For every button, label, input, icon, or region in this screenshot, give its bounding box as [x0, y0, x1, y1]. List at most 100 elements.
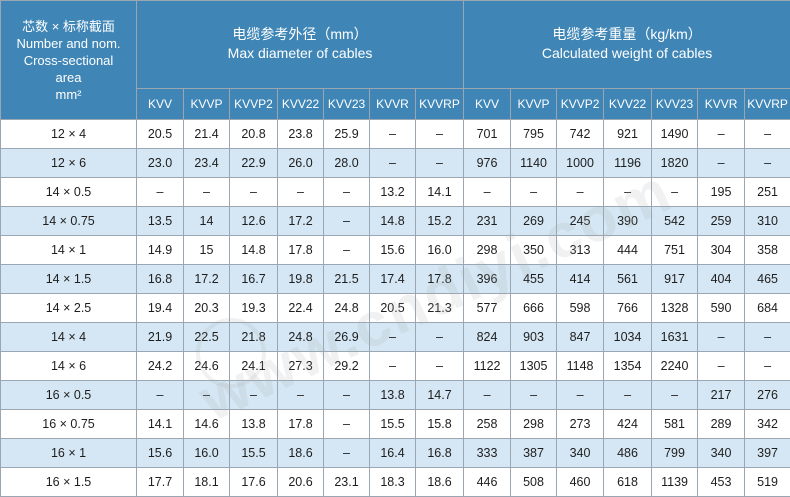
weight-cell: 455 [511, 265, 557, 294]
diameter-cell: 17.6 [230, 468, 278, 497]
diameter-cell: 19.3 [230, 294, 278, 323]
weight-cell: – [464, 178, 511, 207]
diameter-cell: 22.9 [230, 149, 278, 178]
weight-group-header: 电缆参考重量（kg/km） Calculated weight of cable… [464, 1, 790, 89]
diameter-cell: – [137, 178, 184, 207]
diameter-cell: – [324, 381, 370, 410]
diameter-cell: – [416, 120, 464, 149]
corner-line-en1: Number and nom. [1, 35, 136, 52]
diameter-col-kvvrp: KVVRP [416, 88, 464, 119]
weight-cell: 581 [652, 410, 698, 439]
diameter-cell: 16.8 [416, 439, 464, 468]
diameter-cell: 15.6 [370, 236, 416, 265]
weight-cell: 2240 [652, 352, 698, 381]
diameter-col-kvv22: KVV22 [278, 88, 324, 119]
diameter-cell: 15.6 [137, 439, 184, 468]
weight-cell: – [745, 120, 790, 149]
diameter-cell: 14.1 [137, 410, 184, 439]
weight-cell: 824 [464, 323, 511, 352]
diameter-cell: – [416, 352, 464, 381]
weight-cell: 397 [745, 439, 790, 468]
diameter-cell: – [324, 410, 370, 439]
diameter-cell: 20.5 [137, 120, 184, 149]
weight-cell: – [652, 178, 698, 207]
diameter-cell: 17.2 [184, 265, 230, 294]
diameter-cell: – [370, 323, 416, 352]
weight-cell: 561 [604, 265, 652, 294]
weight-cell: 1354 [604, 352, 652, 381]
weight-title-en: Calculated weight of cables [464, 44, 790, 63]
diameter-cell: 14.9 [137, 236, 184, 265]
diameter-cell: 15.8 [416, 410, 464, 439]
diameter-cell: 21.3 [416, 294, 464, 323]
diameter-cell: 17.2 [278, 207, 324, 236]
weight-cell: 976 [464, 149, 511, 178]
diameter-cell: – [370, 352, 416, 381]
diameter-cell: 13.5 [137, 207, 184, 236]
weight-cell: 195 [698, 178, 745, 207]
weight-cell: 396 [464, 265, 511, 294]
diameter-col-kvvp: KVVP [184, 88, 230, 119]
weight-col-kvvr: KVVR [698, 88, 745, 119]
weight-col-kvvp2: KVVP2 [557, 88, 604, 119]
diameter-cell: – [416, 149, 464, 178]
weight-cell: 387 [511, 439, 557, 468]
diameter-cell: 29.2 [324, 352, 370, 381]
weight-title-cn: 电缆参考重量（kg/km） [464, 25, 790, 44]
diameter-cell: 17.7 [137, 468, 184, 497]
diameter-cell: 16.4 [370, 439, 416, 468]
weight-cell: 1140 [511, 149, 557, 178]
diameter-title-cn: 电缆参考外径（mm） [137, 25, 463, 44]
diameter-cell: 16.7 [230, 265, 278, 294]
weight-col-kvvrp: KVVRP [745, 88, 790, 119]
weight-cell: 542 [652, 207, 698, 236]
diameter-cell: 19.4 [137, 294, 184, 323]
weight-cell: – [698, 352, 745, 381]
weight-col-kvv: KVV [464, 88, 511, 119]
weight-cell: 269 [511, 207, 557, 236]
diameter-cell: 15.5 [370, 410, 416, 439]
weight-cell: – [745, 352, 790, 381]
corner-line-en3: area [1, 69, 136, 86]
diameter-cell: 15 [184, 236, 230, 265]
diameter-cell: 23.4 [184, 149, 230, 178]
diameter-cell: 17.8 [278, 236, 324, 265]
weight-cell: 289 [698, 410, 745, 439]
weight-cell: 1631 [652, 323, 698, 352]
weight-col-kvv22: KVV22 [604, 88, 652, 119]
diameter-cell: – [370, 149, 416, 178]
diameter-cell: 23.1 [324, 468, 370, 497]
weight-cell: – [698, 120, 745, 149]
weight-cell: – [557, 178, 604, 207]
spec-cell: 14 × 4 [1, 323, 137, 352]
weight-cell: 313 [557, 236, 604, 265]
weight-cell: 273 [557, 410, 604, 439]
weight-cell: 333 [464, 439, 511, 468]
weight-cell: 684 [745, 294, 790, 323]
diameter-title-en: Max diameter of cables [137, 44, 463, 63]
weight-cell: 795 [511, 120, 557, 149]
spec-cell: 12 × 6 [1, 149, 137, 178]
spec-cell: 12 × 4 [1, 120, 137, 149]
weight-cell: 340 [557, 439, 604, 468]
diameter-cell: 18.6 [278, 439, 324, 468]
weight-cell: 847 [557, 323, 604, 352]
weight-cell: – [604, 178, 652, 207]
weight-cell: 245 [557, 207, 604, 236]
weight-cell: 598 [557, 294, 604, 323]
diameter-cell: 14.7 [416, 381, 464, 410]
diameter-cell: 17.8 [416, 265, 464, 294]
weight-cell: – [557, 381, 604, 410]
weight-cell: – [604, 381, 652, 410]
weight-cell: 404 [698, 265, 745, 294]
diameter-cell: – [324, 178, 370, 207]
diameter-cell: 19.8 [278, 265, 324, 294]
